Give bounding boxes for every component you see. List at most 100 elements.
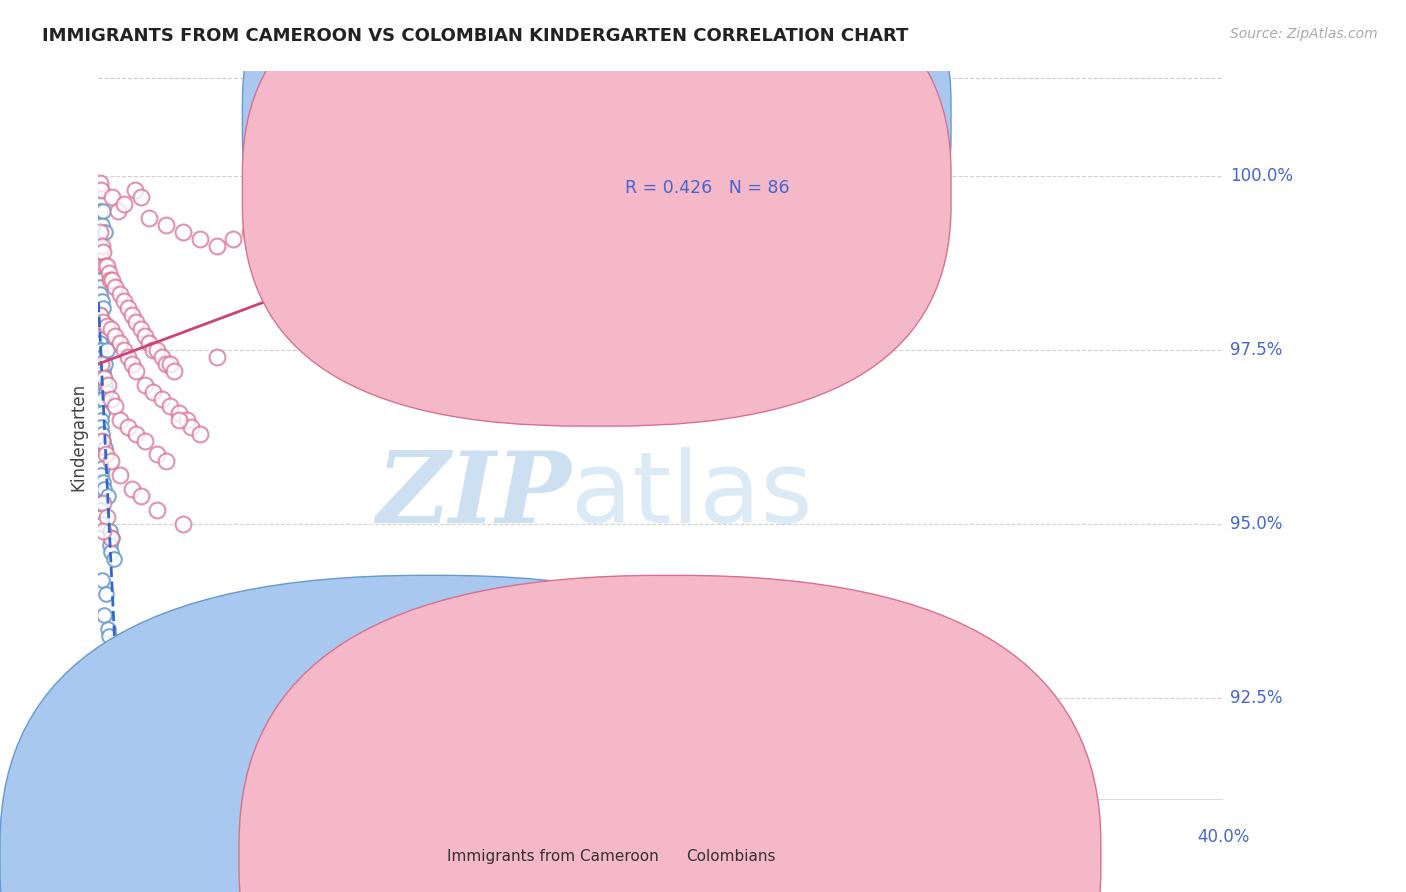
Text: ZIP: ZIP [375, 448, 571, 544]
Point [90, 322, 112, 336]
Text: Immigrants from Cameroon: Immigrants from Cameroon [447, 849, 659, 863]
Point [100, 322, 122, 336]
FancyBboxPatch shape [0, 575, 862, 892]
Y-axis label: Kindergarten: Kindergarten [69, 383, 87, 491]
Point [129, 322, 152, 336]
Point [90, 343, 112, 357]
Point [100, 392, 122, 406]
Point [146, 343, 169, 357]
Point [94, 260, 117, 274]
Point [91, 364, 114, 378]
Point [129, 489, 152, 503]
Point [142, 384, 165, 399]
Point [91, 357, 114, 371]
Point [89, 176, 111, 190]
Point [89, 336, 111, 351]
Point [239, 225, 262, 239]
Point [98, 538, 121, 552]
Point [117, 350, 139, 364]
Point [100, 531, 122, 545]
Point [90, 252, 112, 267]
Point [90, 510, 112, 524]
Point [104, 399, 127, 413]
Point [159, 399, 181, 413]
Point [90, 183, 112, 197]
Point [142, 343, 165, 357]
Point [125, 364, 148, 378]
Point [93, 392, 115, 406]
Point [89, 287, 111, 301]
Point [96, 260, 118, 274]
Point [150, 392, 173, 406]
Point [90, 273, 112, 287]
Point [134, 434, 156, 448]
Point [101, 531, 124, 545]
Point [90, 412, 112, 426]
Text: 95.0%: 95.0% [1230, 516, 1282, 533]
Text: 97.5%: 97.5% [1230, 341, 1282, 359]
FancyBboxPatch shape [239, 575, 1101, 892]
Point [125, 426, 148, 441]
Point [159, 357, 181, 371]
Point [425, 155, 447, 169]
Point [89, 308, 111, 322]
Point [117, 301, 139, 316]
Point [150, 350, 173, 364]
Point [188, 426, 211, 441]
Point [138, 336, 160, 351]
Point [96, 384, 118, 399]
Point [172, 225, 194, 239]
Point [93, 357, 115, 371]
Point [94, 225, 117, 239]
Point [103, 552, 125, 566]
Point [89, 260, 111, 274]
Point [180, 419, 202, 434]
Point [205, 238, 228, 252]
Point [100, 454, 122, 468]
Point [91, 329, 114, 343]
Point [112, 294, 135, 309]
Point [89, 225, 111, 239]
Text: atlas: atlas [571, 447, 813, 544]
Text: 40.0%: 40.0% [1197, 828, 1250, 846]
Point [93, 524, 115, 538]
Point [121, 308, 143, 322]
FancyBboxPatch shape [242, 0, 950, 357]
Point [108, 468, 131, 483]
Point [124, 183, 146, 197]
Point [104, 329, 127, 343]
Point [108, 336, 131, 351]
Text: 100.0%: 100.0% [1230, 167, 1294, 185]
Point [98, 273, 121, 287]
Point [97, 489, 120, 503]
Point [112, 196, 135, 211]
Point [93, 483, 115, 497]
Point [90, 434, 112, 448]
Point [125, 315, 148, 329]
Point [146, 448, 169, 462]
Point [94, 448, 117, 462]
Point [90, 183, 112, 197]
Point [96, 343, 118, 357]
Point [94, 377, 117, 392]
Point [96, 318, 118, 333]
Point [298, 273, 321, 287]
Point [90, 357, 112, 371]
Point [117, 419, 139, 434]
Point [91, 434, 114, 448]
Point [408, 203, 430, 218]
Point [138, 211, 160, 225]
Point [104, 740, 127, 755]
Point [90, 426, 112, 441]
Point [108, 412, 131, 426]
Point [90, 419, 112, 434]
Point [90, 238, 112, 252]
Point [107, 203, 129, 218]
Point [121, 357, 143, 371]
Point [93, 607, 115, 622]
FancyBboxPatch shape [242, 0, 950, 426]
Point [90, 218, 112, 232]
Point [146, 503, 169, 517]
Point [104, 280, 127, 294]
Point [89, 280, 111, 294]
